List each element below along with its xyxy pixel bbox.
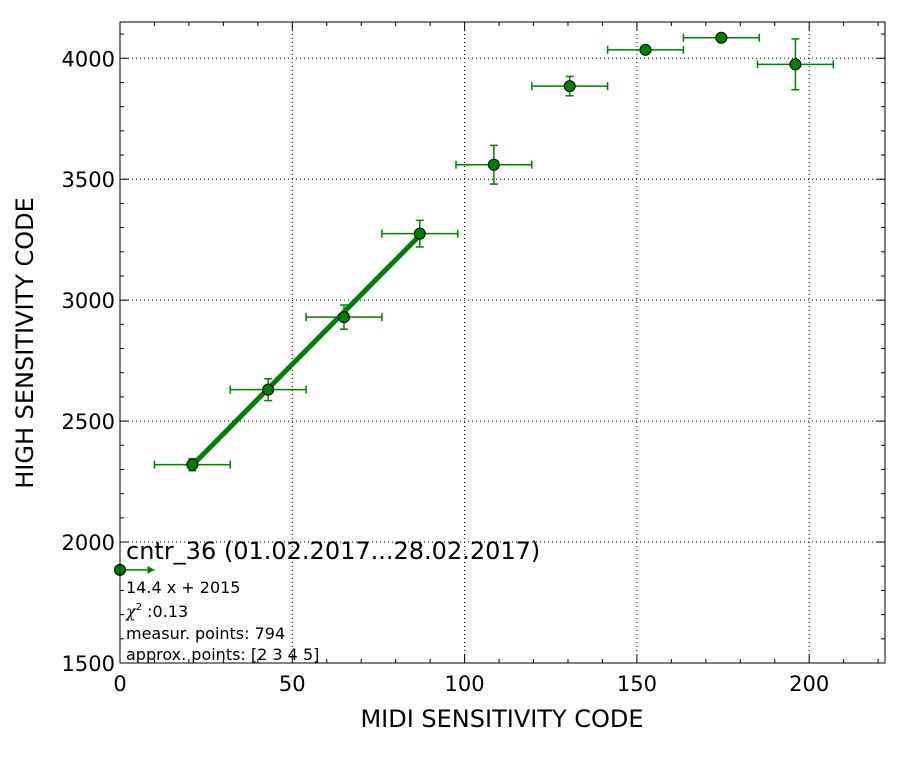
data-point xyxy=(789,58,802,71)
y-tick-label: 2000 xyxy=(62,531,115,555)
ticks xyxy=(119,22,885,664)
y-tick-label: 2500 xyxy=(62,410,115,434)
x-tick-label: 200 xyxy=(789,672,829,696)
x-tick-label: 150 xyxy=(617,672,657,696)
x-tick-label: 100 xyxy=(445,672,485,696)
measurement-points-text: measur. points: 794 xyxy=(126,624,285,643)
y-tick-label: 3500 xyxy=(62,168,115,192)
x-axis-label: MIDI SENSITIVITY CODE xyxy=(360,705,643,733)
data-point xyxy=(413,227,426,240)
data-point xyxy=(563,80,576,93)
fit-line-group xyxy=(190,233,422,468)
y-tick-label: 1500 xyxy=(62,652,115,676)
data-point xyxy=(262,383,275,396)
data-point xyxy=(337,311,350,324)
data-point xyxy=(186,458,199,471)
chi2-value: :0.13 xyxy=(142,602,188,621)
chi2-symbol: χ xyxy=(125,602,137,621)
y-axis-label: HIGH SENSITIVITY CODE xyxy=(11,197,39,489)
y-tick-label: 4000 xyxy=(62,47,115,71)
y-tick-label: 3000 xyxy=(62,289,115,313)
fit-line xyxy=(190,233,422,468)
data-point xyxy=(487,158,500,171)
data-point xyxy=(715,31,728,44)
tick-labels: 0 50 100 150 200 1500 2000 2500 3000 3500 4000 xyxy=(62,47,830,696)
x-tick-label: 0 xyxy=(113,672,126,696)
fit-equation: 14.4 x + 2015 xyxy=(126,578,240,597)
x-error-arrow xyxy=(147,565,155,574)
data-point xyxy=(639,43,652,56)
chi2-superscript: 2 xyxy=(136,602,142,613)
data-points xyxy=(114,31,802,576)
chi2-text: χ2 :0.13 xyxy=(125,602,188,621)
approx-points-text: approx. points: [2 3 4 5] xyxy=(126,645,319,664)
plot-frame xyxy=(119,21,886,664)
plot-background xyxy=(120,22,885,663)
chart-title: cntr_36 (01.02.2017...28.02.2017) xyxy=(126,537,540,565)
x-tick-label: 50 xyxy=(279,672,306,696)
